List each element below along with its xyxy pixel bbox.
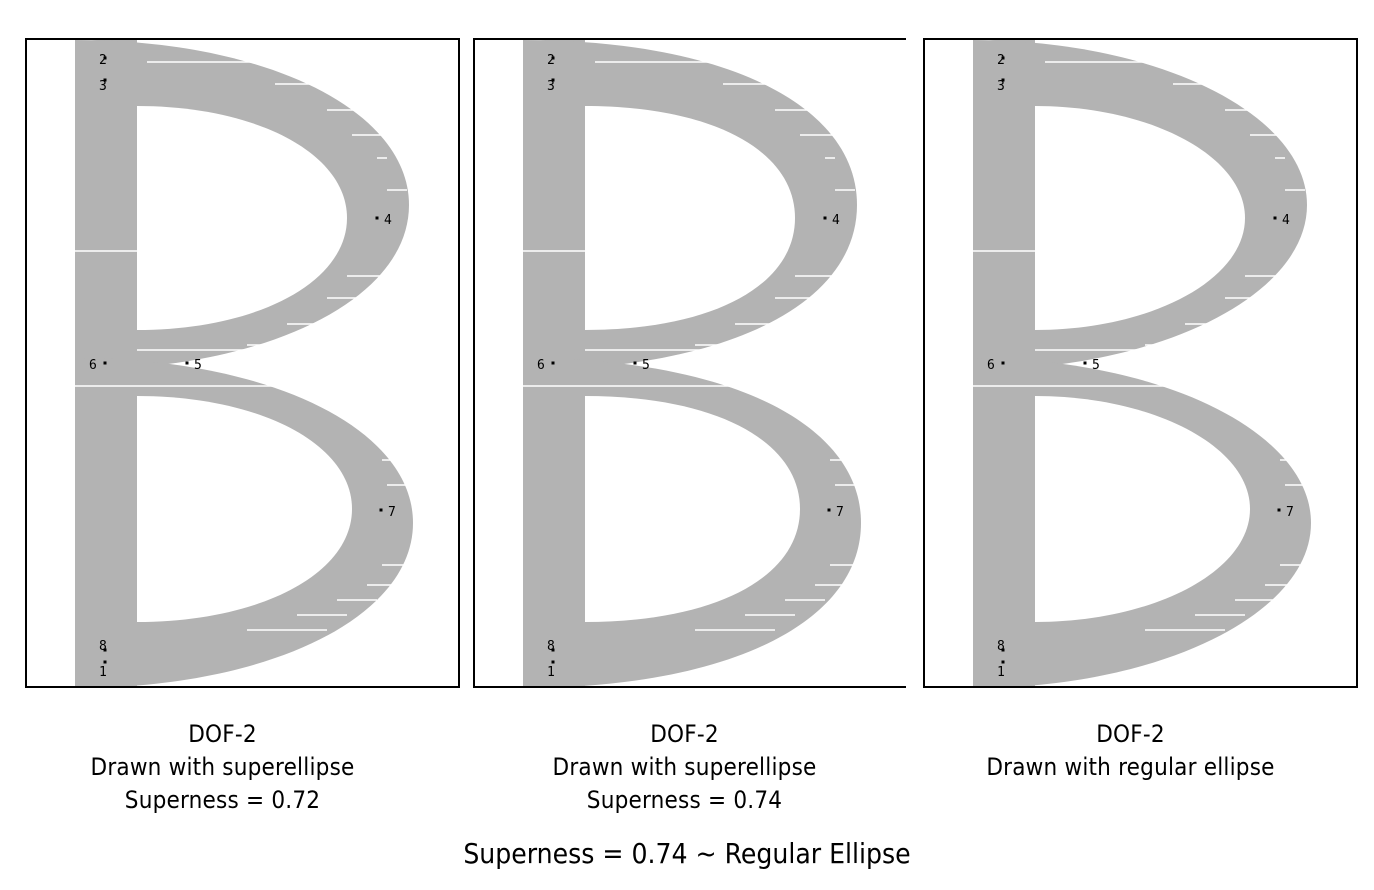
control-point — [1001, 56, 1005, 60]
point-label: 4 — [384, 213, 392, 228]
control-point — [1001, 660, 1005, 664]
lower-bowl-counter — [137, 396, 352, 622]
control-point — [1277, 508, 1281, 512]
point-label: 6 — [89, 358, 97, 373]
glyph-panel-superellipse-072: 2 3 4 5 6 7 8 1 — [25, 38, 460, 688]
point-label: 8 — [997, 639, 1005, 654]
control-point — [551, 78, 555, 82]
upper-bowl-counter — [137, 106, 347, 330]
point-label: 2 — [99, 53, 107, 68]
control-point — [551, 361, 555, 365]
caption-method: Drawn with regular ellipse — [986, 753, 1275, 781]
control-point — [1001, 78, 1005, 82]
control-point — [551, 660, 555, 664]
point-label: 3 — [99, 79, 107, 94]
caption-title: DOF-2 — [650, 720, 719, 748]
letter-b-glyph: 2 3 4 5 6 7 8 1 — [75, 40, 413, 686]
lower-bowl-counter — [1035, 396, 1250, 622]
control-point — [103, 56, 107, 60]
caption-title: DOF-2 — [1096, 720, 1165, 748]
control-point — [633, 361, 637, 365]
point-label: 3 — [547, 79, 555, 94]
point-label: 7 — [1286, 505, 1294, 520]
glyph-panel-regular-ellipse: 2 3 4 5 6 7 8 1 — [923, 38, 1358, 688]
caption-title: DOF-2 — [188, 720, 257, 748]
caption-method: Drawn with superellipse — [552, 753, 817, 781]
control-point — [823, 216, 827, 220]
point-label: 8 — [547, 639, 555, 654]
upper-bowl-counter — [1035, 106, 1245, 330]
point-label: 1 — [99, 665, 107, 680]
control-point — [551, 56, 555, 60]
lower-bowl-counter — [585, 396, 800, 622]
control-point — [379, 508, 383, 512]
point-label: 1 — [997, 665, 1005, 680]
control-point — [103, 648, 107, 652]
point-label: 4 — [832, 213, 840, 228]
caption-superness: Superness = 0.72 — [124, 786, 321, 814]
control-point — [1001, 648, 1005, 652]
point-label: 1 — [547, 665, 555, 680]
control-point — [103, 361, 107, 365]
caption-panel-3: DOF-2 Drawn with regular ellipse — [958, 718, 1303, 784]
point-label: 2 — [997, 53, 1005, 68]
point-label: 8 — [99, 639, 107, 654]
point-label: 6 — [987, 358, 995, 373]
point-label: 7 — [388, 505, 396, 520]
control-point — [185, 361, 189, 365]
point-label: 5 — [1092, 358, 1100, 373]
control-point — [103, 78, 107, 82]
point-label: 2 — [547, 53, 555, 68]
point-label: 5 — [194, 358, 202, 373]
upper-bowl-counter — [585, 106, 795, 330]
glyph-panel-superellipse-074: 2 3 4 5 6 7 8 1 — [473, 38, 906, 688]
letter-b-glyph: 2 3 4 5 6 7 8 1 — [523, 40, 861, 686]
caption-panel-2: DOF-2 Drawn with superellipse Superness … — [512, 718, 857, 817]
caption-panel-1: DOF-2 Drawn with superellipse Superness … — [50, 718, 395, 817]
control-point — [1001, 361, 1005, 365]
letter-b-glyph: 2 3 4 5 6 7 8 1 — [973, 40, 1311, 686]
point-label: 6 — [537, 358, 545, 373]
control-point — [1273, 216, 1277, 220]
caption-method: Drawn with superellipse — [90, 753, 355, 781]
point-label: 7 — [836, 505, 844, 520]
control-point — [551, 648, 555, 652]
control-point — [827, 508, 831, 512]
caption-superness: Superness = 0.74 — [586, 786, 783, 814]
control-point — [1083, 361, 1087, 365]
point-label: 4 — [1282, 213, 1290, 228]
control-point — [375, 216, 379, 220]
control-point — [103, 660, 107, 664]
conclusion-text: Superness = 0.74 ~ Regular Ellipse — [463, 837, 911, 870]
point-label: 3 — [997, 79, 1005, 94]
point-label: 5 — [642, 358, 650, 373]
